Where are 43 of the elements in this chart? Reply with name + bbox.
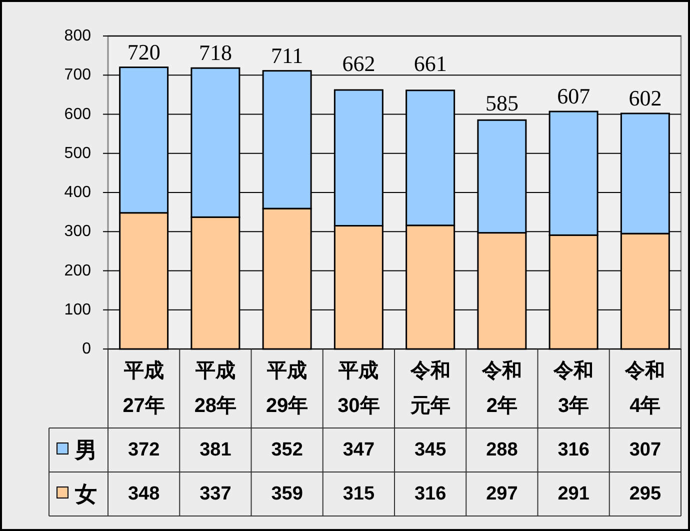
x-tick-label: 令和2年 <box>480 359 523 419</box>
legend-label: 男 <box>74 438 97 462</box>
y-tick-label: 600 <box>64 106 92 123</box>
y-tick-label: 0 <box>82 340 92 358</box>
y-tick-label: 800 <box>64 28 92 44</box>
data-label: 316 <box>558 440 590 460</box>
x-tick-label: 平成29年 <box>264 359 310 419</box>
total-label: 602 <box>628 85 662 110</box>
total-label: 585 <box>485 90 518 116</box>
x-tick-label: 平成30年 <box>336 359 381 419</box>
data-label: 345 <box>414 440 447 460</box>
data-label: 352 <box>271 440 303 460</box>
total-label: 662 <box>342 51 376 76</box>
x-tick-label: 平成27年 <box>122 359 166 419</box>
total-label: 718 <box>198 40 232 66</box>
data-label: 297 <box>486 484 518 504</box>
data-label: 307 <box>629 440 662 460</box>
legend-label: 女 <box>74 482 97 506</box>
x-tick-label: 令和4年 <box>624 359 666 419</box>
x-tick-label: 令和元年 <box>409 359 452 419</box>
data-label: 372 <box>128 440 160 460</box>
x-tick-label: 平成28年 <box>193 359 238 419</box>
y-tick-label: 200 <box>64 262 92 280</box>
data-label: 315 <box>342 484 375 504</box>
y-tick-label: 100 <box>64 301 92 318</box>
y-tick-label: 300 <box>64 223 92 240</box>
data-label: 295 <box>629 484 662 504</box>
y-tick-label: 500 <box>64 144 92 162</box>
y-tick-label: 700 <box>64 66 92 84</box>
y-tick-label: 400 <box>64 184 92 201</box>
total-label: 607 <box>557 84 590 109</box>
data-label: 337 <box>200 484 232 504</box>
total-label: 720 <box>127 39 160 64</box>
data-label: 359 <box>271 484 303 504</box>
data-label: 348 <box>128 484 160 504</box>
data-label: 316 <box>414 484 446 504</box>
data-label: 288 <box>486 440 518 460</box>
data-label: 291 <box>558 484 590 504</box>
data-label: 381 <box>200 440 232 460</box>
x-tick-label: 令和3年 <box>552 359 595 419</box>
total-label: 661 <box>414 51 447 76</box>
total-label: 711 <box>270 42 304 68</box>
data-label: 347 <box>342 440 375 460</box>
